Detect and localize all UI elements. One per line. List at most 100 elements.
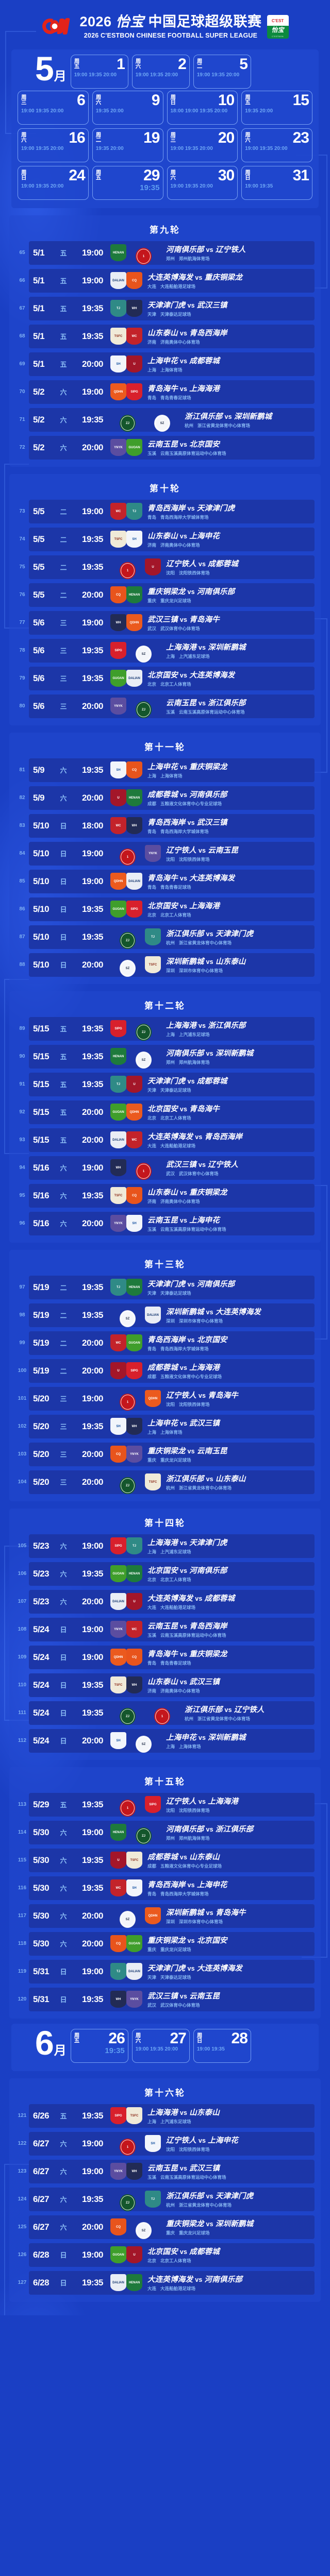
calendar-day-6-27[interactable]: 周 六 27 19:00 19:35 20:00 bbox=[131, 2028, 190, 2063]
calendar-day-5-30[interactable]: 周 六 30 19:00 19:35 20:00 bbox=[167, 165, 238, 200]
match-row[interactable]: 116 5/30 六 19:35 WC SH 青岛西海岸 vs 上海申花 青岛 青岛西海岸大学城体育… bbox=[15, 1876, 315, 1900]
match-row[interactable]: 122 6/27 六 19:00 1 SH 辽宁铁人 vs 上海申花 沈阳 沈阳铁西体育场 bbox=[15, 2131, 315, 2156]
match-row[interactable]: 102 5/20 三 19:35 SH WH 上海申花 vs 武汉三镇 上海 上海体育场 bbox=[15, 1414, 315, 1438]
calendar-day-5-29[interactable]: 周 五 29 19:35 bbox=[92, 165, 163, 200]
calendar-day-5-9[interactable]: 周 六 9 19:35 20:00 bbox=[92, 90, 163, 125]
match-row[interactable]: 120 5/31 日 19:35 WH YNYK 武汉三镇 vs 云南玉昆 武汉 武汉体育中心体育场 bbox=[15, 1987, 315, 2011]
match-card[interactable]: 5/1 五 19:00 HENAN 1 河南俱乐部 vs 辽宁铁人 郑州 郑州航海体育场 bbox=[29, 241, 315, 265]
match-card[interactable]: 5/30 六 19:35 WC SH 青岛西海岸 vs 上海申花 青岛 青岛西海岸大学城体育场 bbox=[29, 1876, 315, 1900]
match-row[interactable]: 96 5/16 六 20:00 YNYK SH 云南玉昆 vs 上海申花 玉溪 云南玉溪高原体育运动… bbox=[15, 1211, 315, 1235]
match-row[interactable]: 109 5/24 日 19:00 QDHN CQ 青岛海牛 vs 重庆铜梁龙 青岛 青岛青春足球场 bbox=[15, 1645, 315, 1669]
match-row[interactable]: 89 5/15 五 19:35 SIPG ZJ 上海海港 vs 浙江俱乐部 上海 上汽浦东足球场 bbox=[15, 1016, 315, 1041]
match-row[interactable]: 126 6/28 日 19:00 GUOAN U 北京国安 vs 成都蓉城 北京 北京工人体育场 bbox=[15, 2243, 315, 2267]
match-card[interactable]: 5/2 六 19:00 QDHN SIPG 青岛海牛 vs 上海海港 青岛 青岛青春足球场 bbox=[29, 380, 315, 404]
match-card[interactable]: 5/16 六 20:00 YNYK SH 云南玉昆 vs 上海申花 玉溪 云南玉溪高原体育运动中心… bbox=[29, 1211, 315, 1235]
match-row[interactable]: 79 5/6 三 19:35 GUOAN DALIAN 北京国安 vs 大连英博海发 北京 北京工人… bbox=[15, 666, 315, 690]
match-card[interactable]: 5/19 二 20:00 WC GUOAN 青岛西海岸 vs 北京国安 青岛 青岛西海岸大学城体育… bbox=[29, 1331, 315, 1355]
match-card[interactable]: 5/20 三 19:35 SH WH 上海申花 vs 武汉三镇 上海 上海体育场 bbox=[29, 1414, 315, 1438]
match-card[interactable]: 5/10 日 19:35 ZJ TJ 浙江俱乐部 vs 天津津门虎 杭州 浙江省黄龙体育中心体育场 bbox=[29, 925, 315, 950]
match-card[interactable]: 5/15 五 20:00 DALIAN WC 大连英博海发 vs 青岛西海岸 大连 大连船舶港足球… bbox=[29, 1128, 315, 1152]
match-row[interactable]: 98 5/19 二 19:35 SZ DALIAN 深圳新鹏城 vs 大连英博海发 深圳 深圳市体育… bbox=[15, 1303, 315, 1328]
match-card[interactable]: 5/30 六 19:35 U TSFC 成都蓉城 vs 山东泰山 成都 五粮液文化体育中心专业足球… bbox=[29, 1848, 315, 1872]
match-row[interactable]: 97 5/19 二 19:35 TJ HENAN 天津津门虎 vs 河南俱乐部 天津 天津泰达足球场 bbox=[15, 1275, 315, 1299]
calendar-day-5-31[interactable]: 周 日 31 19:00 19:35 bbox=[241, 165, 312, 200]
match-row[interactable]: 113 5/29 五 19:35 1 SIPG 辽宁铁人 vs 上海海港 沈阳 沈阳铁西体育场 bbox=[15, 1792, 315, 1817]
match-row[interactable]: 121 6/26 五 19:35 SIPG TSFC 上海海港 vs 山东泰山 上海 上汽浦东足球场 bbox=[15, 2104, 315, 2128]
match-row[interactable]: 108 5/24 日 19:00 YNYK WC 云南玉昆 vs 青岛西海岸 玉溪 云南玉溪高原体育… bbox=[15, 1617, 315, 1641]
match-row[interactable]: 82 5/9 六 20:00 U HENAN 成都蓉城 vs 河南俱乐部 成都 五粮液文化体育中心专… bbox=[15, 786, 315, 810]
match-card[interactable]: 5/31 日 19:35 WH YNYK 武汉三镇 vs 云南玉昆 武汉 武汉体育中心体育场 bbox=[29, 1987, 315, 2011]
match-row[interactable]: 115 5/30 六 19:35 U TSFC 成都蓉城 vs 山东泰山 成都 五粮液文化体育中心专… bbox=[15, 1848, 315, 1872]
match-row[interactable]: 95 5/16 六 19:35 TSFC CQ 山东泰山 vs 重庆铜梁龙 济南 济南奥体中心体育场 bbox=[15, 1183, 315, 1208]
match-card[interactable]: 5/16 六 19:00 WH 1 武汉三镇 vs 辽宁铁人 武汉 武汉体育中心体育场 bbox=[29, 1156, 315, 1180]
match-card[interactable]: 5/5 二 19:35 1 U 辽宁铁人 vs 成都蓉城 沈阳 沈阳铁西体育场 bbox=[29, 555, 315, 580]
match-card[interactable]: 5/15 五 19:35 HENAN SZ 河南俱乐部 vs 深圳新鹏城 郑州 郑州航海体育场 bbox=[29, 1044, 315, 1069]
match-card[interactable]: 5/15 五 19:35 TJ U 天津津门虎 vs 成都蓉城 天津 天津泰达足球场 bbox=[29, 1072, 315, 1096]
match-row[interactable]: 110 5/24 日 19:35 TSFC WH 山东泰山 vs 武汉三镇 济南 济南奥体中心体育场 bbox=[15, 1673, 315, 1697]
match-card[interactable]: 5/5 二 19:35 TSFC SH 山东泰山 vs 上海申花 济南 济南奥体中心体育场 bbox=[29, 527, 315, 551]
match-card[interactable]: 6/27 六 19:00 YNYK WH 云南玉昆 vs 武汉三镇 玉溪 云南玉溪高原体育运动中心… bbox=[29, 2159, 315, 2183]
match-row[interactable]: 86 5/10 日 19:35 GUOAN SIPG 北京国安 vs 上海海港 北京 北京工人体育场 bbox=[15, 897, 315, 921]
match-card[interactable]: 5/30 六 19:00 HENAN ZJ 河南俱乐部 vs 浙江俱乐部 郑州 郑州航海体育场 bbox=[29, 1820, 315, 1845]
calendar-day-5-24[interactable]: 周 日 24 19:00 19:35 20:00 bbox=[18, 165, 89, 200]
match-card[interactable]: 5/1 五 19:35 TSFC WC 山东泰山 vs 青岛西海岸 济南 济南奥体中心体育场 bbox=[29, 324, 315, 348]
match-row[interactable]: 72 5/2 六 20:00 YNYK GUOAN 云南玉昆 vs 北京国安 玉溪 云南玉溪高原体育… bbox=[15, 435, 315, 460]
match-card[interactable]: 5/6 三 19:35 GUOAN DALIAN 北京国安 vs 大连英博海发 北京 北京工人体育… bbox=[29, 666, 315, 690]
match-row[interactable]: 81 5/9 六 19:35 SH CQ 上海申花 vs 重庆铜梁龙 上海 上海体育场 bbox=[15, 758, 315, 782]
match-card[interactable]: 5/9 六 19:35 SH CQ 上海申花 vs 重庆铜梁龙 上海 上海体育场 bbox=[29, 758, 315, 782]
match-row[interactable]: 90 5/15 五 19:35 HENAN SZ 河南俱乐部 vs 深圳新鹏城 郑州 郑州航海体育场 bbox=[15, 1044, 315, 1069]
match-card[interactable]: 5/16 六 19:35 TSFC CQ 山东泰山 vs 重庆铜梁龙 济南 济南奥体中心体育场 bbox=[29, 1183, 315, 1208]
match-row[interactable]: 93 5/15 五 20:00 DALIAN WC 大连英博海发 vs 青岛西海岸 大连 大连船舶港… bbox=[15, 1128, 315, 1152]
calendar-day-5-15[interactable]: 周 五 15 19:35 20:00 bbox=[241, 90, 312, 125]
match-card[interactable]: 5/31 日 19:00 TJ DALIAN 天津津门虎 vs 大连英博海发 天津 天津泰达足球场 bbox=[29, 1959, 315, 1984]
match-card[interactable]: 5/15 五 19:35 SIPG ZJ 上海海港 vs 浙江俱乐部 上海 上汽浦东足球场 bbox=[29, 1016, 315, 1041]
calendar-day-5-10[interactable]: 周 日 10 18:00 19:00 19:35 20:00 bbox=[167, 90, 238, 125]
match-row[interactable]: 106 5/23 六 19:35 GUOAN HENAN 北京国安 vs 河南俱乐部 北京 北京工人… bbox=[15, 1562, 315, 1586]
match-card[interactable]: 5/6 三 19:00 WH QDHN 武汉三镇 vs 青岛海牛 武汉 武汉体育中心体育场 bbox=[29, 611, 315, 635]
match-row[interactable]: 123 6/27 六 19:00 YNYK WH 云南玉昆 vs 武汉三镇 玉溪 云南玉溪高原体育运… bbox=[15, 2159, 315, 2183]
match-row[interactable]: 71 5/2 六 19:35 ZJ SZ 浙江俱乐部 vs 深圳新鹏城 杭州 浙江省黄龙体育中心体育… bbox=[15, 408, 315, 432]
match-card[interactable]: 5/24 日 19:35 TSFC WH 山东泰山 vs 武汉三镇 济南 济南奥体中心体育场 bbox=[29, 1673, 315, 1697]
match-card[interactable]: 6/28 日 19:35 DALIAN HENAN 大连英博海发 vs 河南俱乐部 大连 大连船舶… bbox=[29, 2270, 315, 2295]
match-card[interactable]: 5/29 五 19:35 1 SIPG 辽宁铁人 vs 上海海港 沈阳 沈阳铁西体育场 bbox=[29, 1792, 315, 1817]
match-card[interactable]: 6/27 六 19:35 ZJ TJ 浙江俱乐部 vs 天津津门虎 杭州 浙江省黄龙体育中心体育场 bbox=[29, 2187, 315, 2212]
calendar-day-5-5[interactable]: 周 二 5 19:00 19:35 20:00 bbox=[193, 54, 251, 89]
calendar-day-5-2[interactable]: 周 六 2 19:00 19:35 20:00 bbox=[131, 54, 190, 89]
calendar-day-5-1[interactable]: 周 五 1 19:00 19:35 20:00 bbox=[70, 54, 128, 89]
match-row[interactable]: 66 5/1 五 19:00 DALIAN CQ 大连英博海发 vs 重庆铜梁龙 大连 大连船舶港足… bbox=[15, 268, 315, 293]
match-row[interactable]: 69 5/1 五 20:00 SH U 上海申花 vs 成都蓉城 上海 上海体育场 bbox=[15, 352, 315, 376]
match-row[interactable]: 75 5/5 二 19:35 1 U 辽宁铁人 vs 成都蓉城 沈阳 沈阳铁西体育场 bbox=[15, 555, 315, 580]
match-card[interactable]: 5/10 日 19:35 GUOAN SIPG 北京国安 vs 上海海港 北京 北京工人体育场 bbox=[29, 897, 315, 921]
calendar-day-5-20[interactable]: 周 三 20 19:00 19:35 20:00 bbox=[167, 128, 238, 162]
calendar-day-6-26[interactable]: 周 五 26 19:35 bbox=[70, 2028, 128, 2063]
match-row[interactable]: 107 5/23 六 20:00 DALIAN U 大连英博海发 vs 成都蓉城 大连 大连船舶港足… bbox=[15, 1589, 315, 1614]
match-card[interactable]: 5/19 二 19:35 TJ HENAN 天津津门虎 vs 河南俱乐部 天津 天津泰达足球场 bbox=[29, 1275, 315, 1299]
match-card[interactable]: 5/5 二 19:00 WC TJ 青岛西海岸 vs 天津津门虎 青岛 青岛西海岸大学城体育场 bbox=[29, 499, 315, 523]
match-card[interactable]: 5/5 二 20:00 CQ HENAN 重庆铜梁龙 vs 河南俱乐部 重庆 重庆龙兴足球场 bbox=[29, 583, 315, 607]
match-row[interactable]: 119 5/31 日 19:00 TJ DALIAN 天津津门虎 vs 大连英博海发 天津 天津泰达… bbox=[15, 1959, 315, 1984]
match-row[interactable]: 85 5/10 日 19:00 QDHN DALIAN 青岛海牛 vs 大连英博海发 青岛 青岛青春… bbox=[15, 869, 315, 893]
match-row[interactable]: 118 5/30 六 20:00 CQ GUOAN 重庆铜梁龙 vs 北京国安 重庆 重庆龙兴足球场 bbox=[15, 1931, 315, 1956]
match-row[interactable]: 114 5/30 六 19:00 HENAN ZJ 河南俱乐部 vs 浙江俱乐部 郑州 郑州航海体育… bbox=[15, 1820, 315, 1845]
match-card[interactable]: 5/20 三 19:00 1 QDHN 辽宁铁人 vs 青岛海牛 沈阳 沈阳铁西体育场 bbox=[29, 1386, 315, 1411]
match-card[interactable]: 5/6 三 19:35 SIPG SZ 上海海港 vs 深圳新鹏城 上海 上汽浦东足球场 bbox=[29, 638, 315, 663]
match-row[interactable]: 111 5/24 日 19:35 ZJ 1 浙江俱乐部 vs 辽宁铁人 杭州 浙江省黄龙体育中心体育… bbox=[15, 1701, 315, 1725]
match-row[interactable]: 76 5/5 二 20:00 CQ HENAN 重庆铜梁龙 vs 河南俱乐部 重庆 重庆龙兴足球场 bbox=[15, 583, 315, 607]
match-card[interactable]: 5/23 六 20:00 DALIAN U 大连英博海发 vs 成都蓉城 大连 大连船舶港足球场 bbox=[29, 1589, 315, 1614]
match-card[interactable]: 5/30 六 20:00 SZ QDHN 深圳新鹏城 vs 青岛海牛 深圳 深圳市体育中心体育场 bbox=[29, 1904, 315, 1928]
match-card[interactable]: 6/27 六 19:00 1 SH 辽宁铁人 vs 上海申花 沈阳 沈阳铁西体育场 bbox=[29, 2131, 315, 2156]
match-row[interactable]: 99 5/19 二 20:00 WC GUOAN 青岛西海岸 vs 北京国安 青岛 青岛西海岸大学城… bbox=[15, 1331, 315, 1355]
match-row[interactable]: 104 5/20 三 20:00 ZJ TSFC 浙江俱乐部 vs 山东泰山 杭州 浙江省黄龙体育中… bbox=[15, 1470, 315, 1495]
match-row[interactable]: 78 5/6 三 19:35 SIPG SZ 上海海港 vs 深圳新鹏城 上海 上汽浦东足球场 bbox=[15, 638, 315, 663]
match-row[interactable]: 117 5/30 六 20:00 SZ QDHN 深圳新鹏城 vs 青岛海牛 深圳 深圳市体育中心体… bbox=[15, 1904, 315, 1928]
calendar-day-6-28[interactable]: 周 日 28 19:00 19:35 bbox=[193, 2028, 251, 2063]
match-row[interactable]: 68 5/1 五 19:35 TSFC WC 山东泰山 vs 青岛西海岸 济南 济南奥体中心体育场 bbox=[15, 324, 315, 348]
match-card[interactable]: 5/6 三 20:00 YNYK ZJ 云南玉昆 vs 浙江俱乐部 玉溪 云南玉溪高原体育运动中心… bbox=[29, 694, 315, 719]
match-row[interactable]: 94 5/16 六 19:00 WH 1 武汉三镇 vs 辽宁铁人 武汉 武汉体育中心体育场 bbox=[15, 1156, 315, 1180]
match-card[interactable]: 5/1 五 19:00 DALIAN CQ 大连英博海发 vs 重庆铜梁龙 大连 大连船舶港足球场 bbox=[29, 268, 315, 293]
match-card[interactable]: 5/10 日 20:00 SZ TSFC 深圳新鹏城 vs 山东泰山 深圳 深圳市体育中心体育场 bbox=[29, 953, 315, 977]
match-row[interactable]: 105 5/23 六 19:00 SIPG TJ 上海海港 vs 天津津门虎 上海 上汽浦东足球场 bbox=[15, 1534, 315, 1558]
match-card[interactable]: 5/23 六 19:35 GUOAN HENAN 北京国安 vs 河南俱乐部 北京 北京工人体育场 bbox=[29, 1562, 315, 1586]
match-row[interactable]: 91 5/15 五 19:35 TJ U 天津津门虎 vs 成都蓉城 天津 天津泰达足球场 bbox=[15, 1072, 315, 1096]
match-card[interactable]: 5/9 六 20:00 U HENAN 成都蓉城 vs 河南俱乐部 成都 五粮液文化体育中心专业足… bbox=[29, 786, 315, 810]
